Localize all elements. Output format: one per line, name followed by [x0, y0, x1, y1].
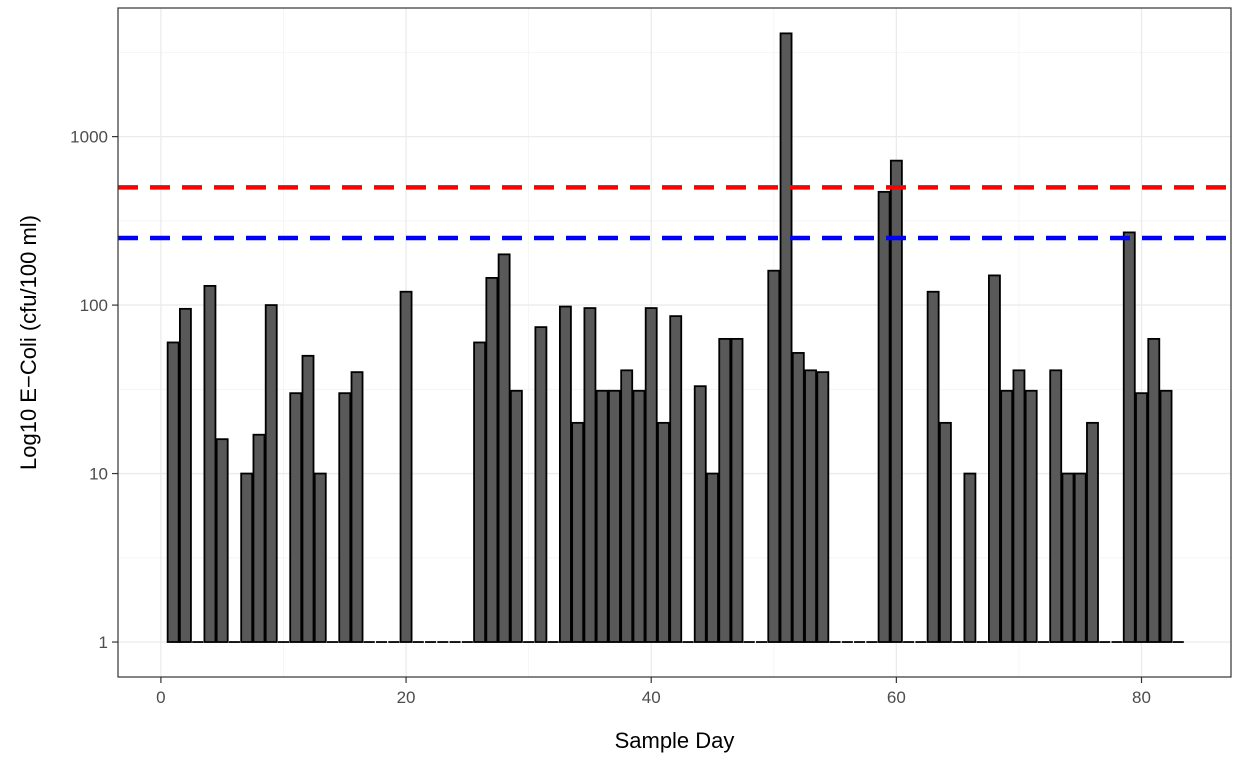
bar — [289, 392, 303, 643]
bar — [350, 371, 364, 643]
bar — [693, 385, 707, 643]
bar — [497, 253, 511, 643]
bar — [166, 341, 180, 643]
bar — [1135, 392, 1148, 643]
bar — [706, 472, 719, 643]
bar — [889, 159, 903, 643]
bar — [485, 276, 499, 643]
bar — [1073, 472, 1087, 643]
bar — [203, 284, 217, 643]
bar — [877, 190, 891, 643]
bar — [620, 369, 634, 643]
bar — [926, 290, 940, 643]
x-tick-label: 0 — [156, 688, 165, 707]
tick-labels: 0 20 40 60 80 1 10 100 1000 — [70, 128, 1151, 707]
bar — [240, 472, 254, 643]
bar — [730, 337, 744, 643]
bar — [608, 389, 621, 643]
plot-panel-border — [117, 7, 1232, 678]
bar — [1147, 337, 1161, 643]
bars — [166, 32, 1184, 643]
bar — [595, 389, 609, 643]
bar — [252, 433, 266, 643]
bar — [1061, 472, 1075, 643]
bar — [1024, 389, 1038, 643]
y-axis-title: Log10 E−Coli (cfu/100 ml) — [16, 215, 41, 470]
x-axis-title: Sample Day — [615, 728, 735, 753]
bar — [816, 371, 830, 643]
bar — [767, 269, 781, 643]
bar — [644, 307, 658, 643]
axis-ticks — [112, 136, 1143, 683]
bar — [1012, 369, 1026, 643]
bar — [583, 307, 597, 643]
bar — [338, 392, 352, 643]
bar — [718, 337, 732, 643]
bar — [399, 290, 413, 643]
x-tick-label: 20 — [397, 688, 416, 707]
x-tick-label: 80 — [1132, 688, 1151, 707]
bar — [1122, 231, 1136, 643]
y-tick-label: 100 — [80, 296, 108, 315]
bar — [509, 389, 523, 643]
bar — [215, 438, 229, 643]
bar — [938, 421, 952, 643]
y-tick-label: 10 — [89, 465, 108, 484]
bar — [1159, 389, 1173, 643]
y-tick-label: 1000 — [70, 128, 108, 147]
reference-lines — [118, 185, 1231, 241]
bar — [791, 352, 805, 643]
bar — [301, 354, 315, 643]
bar — [558, 305, 572, 643]
bar — [804, 369, 817, 643]
bar — [779, 32, 793, 643]
bar — [534, 326, 548, 643]
x-tick-label: 40 — [642, 688, 661, 707]
bar — [313, 472, 327, 643]
x-tick-label: 60 — [887, 688, 906, 707]
bar — [178, 307, 192, 643]
bar — [1000, 389, 1014, 643]
bar — [571, 421, 585, 643]
y-tick-label: 1 — [99, 633, 108, 652]
bar — [669, 315, 683, 643]
bar — [473, 341, 487, 643]
bar — [632, 389, 646, 643]
bar — [1049, 369, 1063, 643]
bar — [963, 472, 977, 643]
bar — [988, 274, 1001, 643]
bar — [657, 421, 670, 643]
bar — [1086, 421, 1099, 643]
bar — [264, 304, 278, 643]
